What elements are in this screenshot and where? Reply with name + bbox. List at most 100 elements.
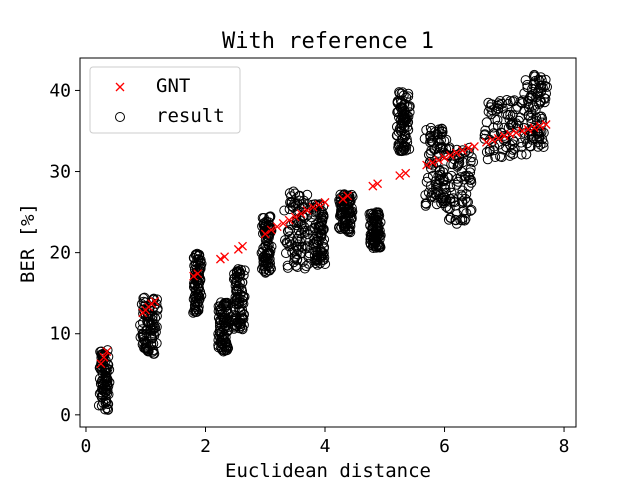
result-point xyxy=(538,138,549,148)
result-point xyxy=(190,259,201,270)
result-point xyxy=(490,152,501,162)
result-point xyxy=(445,213,456,224)
gnt-point xyxy=(290,212,300,222)
result-point xyxy=(337,208,348,219)
result-point xyxy=(398,114,409,124)
result-point xyxy=(346,214,356,225)
result-point xyxy=(222,326,233,337)
result-point xyxy=(216,315,226,326)
result-point xyxy=(439,174,449,185)
result-point xyxy=(372,233,383,244)
x-tick-label: 4 xyxy=(320,436,331,457)
legend-box xyxy=(89,66,241,134)
result-point xyxy=(142,316,153,327)
result-point xyxy=(527,134,537,145)
result-point xyxy=(94,373,105,384)
gnt-point xyxy=(428,158,438,168)
result-point xyxy=(98,386,109,396)
gnt-point xyxy=(401,168,411,178)
gnt-point xyxy=(499,131,509,141)
gnt-point xyxy=(493,133,503,143)
result-point xyxy=(534,83,545,94)
gnt-point xyxy=(541,120,551,129)
x-tick-label: 0 xyxy=(81,436,92,457)
result-point xyxy=(529,102,539,113)
result-point xyxy=(446,187,457,198)
y-axis-ticks: 0 10 20 30 40 xyxy=(49,80,80,426)
gnt-point xyxy=(96,359,106,369)
result-point xyxy=(456,166,467,177)
result-point xyxy=(456,189,467,200)
gnt-point xyxy=(238,241,248,251)
gnt-point xyxy=(308,202,318,212)
gnt-point xyxy=(529,123,539,133)
result-point xyxy=(368,222,379,232)
result-point xyxy=(96,376,107,387)
result-point xyxy=(539,97,550,108)
result-point xyxy=(515,97,526,107)
result-point xyxy=(282,262,293,273)
result-point xyxy=(509,143,520,154)
result-point xyxy=(192,267,203,278)
result-point xyxy=(365,213,376,223)
result-point xyxy=(453,152,464,163)
result-point xyxy=(466,152,477,163)
legend: GNT result xyxy=(89,66,241,134)
result-point xyxy=(445,182,456,193)
result-point xyxy=(489,129,500,140)
result-point xyxy=(522,79,533,90)
gnt-point xyxy=(395,171,405,181)
result-point xyxy=(282,226,293,237)
result-point xyxy=(420,198,431,209)
result-point xyxy=(453,176,464,187)
result-point xyxy=(288,186,299,197)
gnt-point xyxy=(284,215,294,225)
result-point xyxy=(403,91,414,102)
result-point xyxy=(146,340,157,351)
result-point xyxy=(443,214,454,225)
result-point xyxy=(342,224,353,235)
chart-title: With reference 1 xyxy=(222,29,434,54)
result-point xyxy=(516,149,527,160)
gnt-point xyxy=(535,121,545,131)
result-point xyxy=(367,223,378,234)
result-point xyxy=(508,149,519,160)
result-point xyxy=(265,258,275,269)
gnt-point xyxy=(446,150,455,160)
result-point xyxy=(151,338,162,349)
result-point xyxy=(292,254,303,265)
result-point xyxy=(193,304,204,315)
gnt-point xyxy=(189,271,199,281)
legend-result-marker xyxy=(115,112,125,122)
gnt-point xyxy=(272,222,282,232)
gnt-point xyxy=(102,347,112,357)
result-point xyxy=(451,179,462,190)
gnt-point xyxy=(296,209,306,219)
result-point xyxy=(396,102,407,113)
result-point xyxy=(420,200,431,211)
result-point xyxy=(265,224,276,235)
result-point xyxy=(190,279,201,290)
gnt-point xyxy=(511,128,521,138)
result-point xyxy=(147,311,158,322)
legend-gnt-marker xyxy=(115,82,125,92)
gnt-point xyxy=(314,200,324,210)
x-axis-label: Euclidean distance xyxy=(225,460,431,480)
legend-result-label: result xyxy=(156,105,225,127)
gnt-point xyxy=(278,218,288,228)
result-point xyxy=(542,81,552,92)
result-point xyxy=(190,297,201,308)
result-point xyxy=(188,252,199,263)
y-tick-label: 40 xyxy=(49,80,71,101)
result-point xyxy=(534,99,545,110)
result-point xyxy=(453,160,464,171)
result-point xyxy=(535,139,546,150)
result-point xyxy=(430,182,441,193)
gnt-point xyxy=(481,137,491,147)
result-point xyxy=(508,96,519,107)
result-point xyxy=(425,156,435,167)
result-point xyxy=(368,209,379,220)
axes-frame xyxy=(79,57,577,428)
result-point xyxy=(97,368,108,379)
